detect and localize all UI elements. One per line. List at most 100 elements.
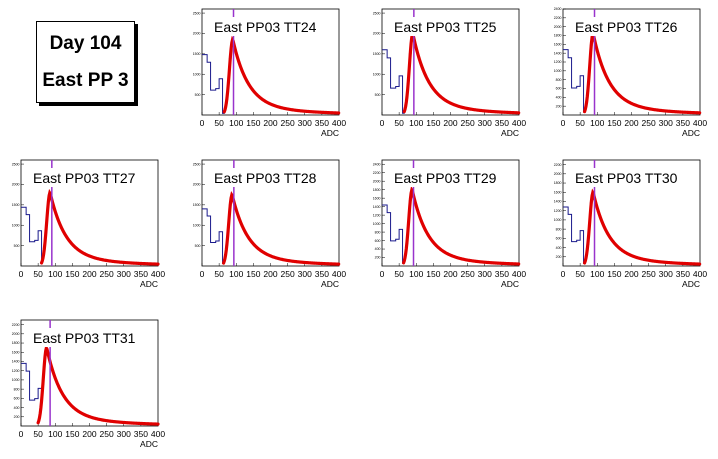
x-tick-label: 350 [134, 269, 148, 279]
chart-panel: 2004006008001000120014001600180020002200… [554, 159, 707, 289]
x-tick-label: 400 [151, 269, 165, 279]
x-axis-title: ADC [140, 439, 158, 449]
y-tick-label: 2500 [193, 162, 201, 166]
y-tick-label: 200 [556, 104, 562, 108]
y-tick-label: 800 [375, 230, 381, 234]
day-label: Day 104 [49, 33, 122, 54]
x-tick-label: 250 [281, 269, 295, 279]
title-background [573, 168, 688, 187]
x-tick-label: 150 [246, 118, 260, 128]
y-tick-label: 200 [556, 255, 562, 259]
title-background [212, 17, 327, 36]
y-tick-label: 1200 [554, 60, 562, 64]
y-tick-label: 800 [14, 387, 20, 391]
chart-panel: 2004006008001000120014001600180020002200… [554, 7, 708, 138]
fit-curve [36, 343, 160, 426]
pp-label: East PP 3 [42, 70, 129, 91]
title-background [31, 168, 146, 187]
x-axis-title: ADC [321, 128, 339, 138]
x-tick-label: 200 [624, 118, 638, 128]
y-tick-label: 1800 [554, 181, 562, 185]
x-tick-label: 100 [590, 118, 604, 128]
y-tick-label: 2200 [12, 323, 20, 327]
x-tick-label: 350 [676, 118, 690, 128]
y-tick-label: 2500 [373, 11, 381, 15]
x-tick-label: 200 [443, 269, 457, 279]
y-tick-label: 500 [14, 244, 20, 248]
title-background [573, 17, 688, 36]
y-tick-label: 1500 [193, 203, 201, 207]
y-tick-label: 1600 [554, 190, 562, 194]
y-tick-label: 2000 [373, 32, 381, 36]
x-tick-label: 100 [48, 269, 62, 279]
x-tick-label: 300 [117, 429, 131, 439]
x-tick-label: 250 [100, 429, 114, 439]
plot-title: East PP03 TT24 [214, 19, 317, 35]
x-tick-label: 200 [82, 269, 96, 279]
x-tick-label: 300 [117, 269, 131, 279]
x-tick-label: 250 [642, 269, 656, 279]
x-tick-label: 100 [409, 269, 423, 279]
title-background [392, 168, 507, 187]
x-tick-label: 100 [229, 118, 243, 128]
plot-title: East PP03 TT26 [575, 19, 678, 35]
y-tick-label: 1000 [12, 223, 20, 227]
x-tick-label: 350 [495, 118, 509, 128]
y-tick-label: 600 [14, 397, 20, 401]
title-background [392, 17, 507, 36]
y-tick-label: 1800 [373, 188, 381, 192]
y-tick-label: 400 [556, 246, 562, 250]
x-tick-label: 0 [380, 118, 385, 128]
y-tick-label: 800 [556, 78, 562, 82]
y-tick-label: 1200 [554, 209, 562, 213]
x-tick-label: 400 [693, 118, 707, 128]
y-tick-label: 1600 [12, 350, 20, 354]
x-tick-label: 50 [394, 269, 404, 279]
y-tick-label: 2000 [12, 332, 20, 336]
x-tick-label: 300 [659, 269, 673, 279]
x-tick-label: 0 [200, 118, 205, 128]
fit-curve [582, 29, 702, 115]
y-tick-label: 2000 [193, 32, 201, 36]
y-tick-label: 500 [195, 244, 201, 248]
y-tick-label: 1600 [554, 43, 562, 47]
x-tick-label: 150 [246, 269, 260, 279]
x-tick-label: 350 [134, 429, 148, 439]
y-tick-label: 600 [556, 237, 562, 241]
y-tick-label: 1400 [554, 200, 562, 204]
y-tick-label: 2400 [373, 162, 381, 166]
fit-curve [582, 188, 702, 266]
chart-panel: 2004006008001000120014001600180020002200… [373, 159, 526, 289]
x-tick-label: 200 [263, 118, 277, 128]
y-tick-label: 1000 [373, 222, 381, 226]
x-tick-label: 50 [214, 118, 224, 128]
y-tick-label: 1400 [554, 51, 562, 55]
y-tick-label: 1500 [193, 52, 201, 56]
y-tick-label: 400 [375, 247, 381, 251]
y-tick-label: 200 [14, 415, 20, 419]
x-tick-label: 250 [100, 269, 114, 279]
fit-curve [222, 35, 341, 115]
y-tick-label: 400 [556, 96, 562, 100]
y-tick-label: 1500 [12, 203, 20, 207]
fit-curve [39, 188, 160, 266]
y-tick-label: 2000 [12, 183, 20, 187]
x-tick-label: 150 [607, 118, 621, 128]
y-tick-label: 2400 [554, 7, 562, 11]
y-tick-label: 1200 [12, 369, 20, 373]
x-tick-label: 100 [229, 269, 243, 279]
plot-title: East PP03 TT28 [214, 170, 317, 186]
y-tick-label: 2000 [193, 183, 201, 187]
x-tick-label: 50 [33, 429, 43, 439]
y-tick-label: 1000 [193, 72, 201, 76]
x-tick-label: 150 [65, 269, 79, 279]
x-tick-label: 50 [214, 269, 224, 279]
x-axis-title: ADC [501, 279, 519, 289]
y-tick-label: 800 [556, 227, 562, 231]
x-tick-label: 200 [443, 118, 457, 128]
x-tick-label: 0 [19, 269, 24, 279]
x-tick-label: 0 [19, 429, 24, 439]
plot-title: East PP03 TT25 [394, 19, 497, 35]
x-tick-label: 200 [624, 269, 638, 279]
